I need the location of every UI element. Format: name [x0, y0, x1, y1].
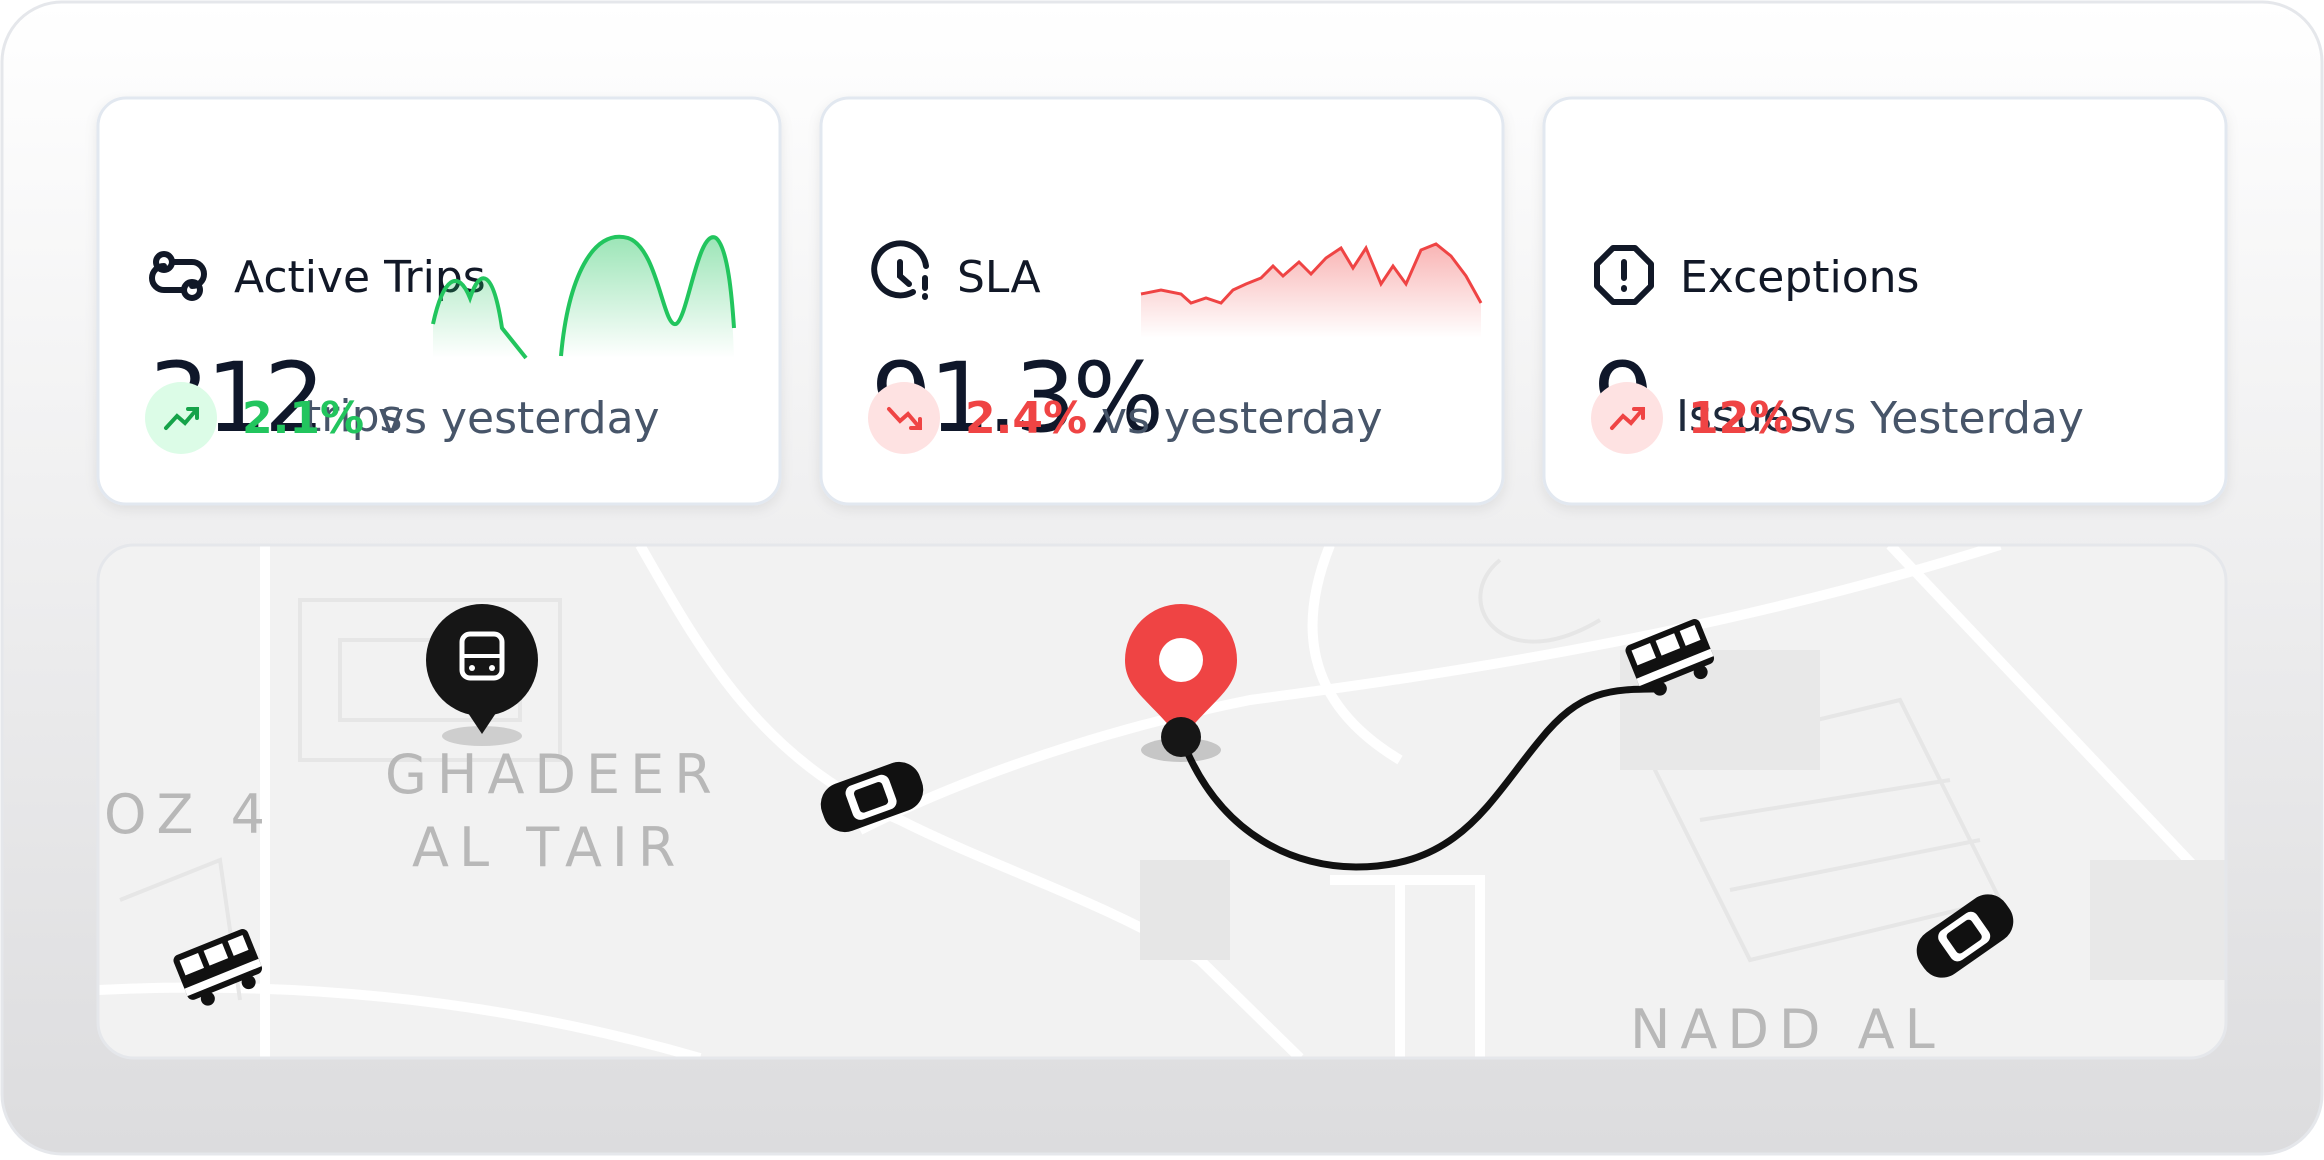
- bus: [1625, 619, 1715, 696]
- card-bg: [1542, 96, 2228, 506]
- card-unit: Issues: [1676, 391, 1813, 442]
- trend-icon: [164, 407, 199, 430]
- change-row: 12% vs Yesterday: [1688, 393, 2084, 444]
- change-row: 2.1% vs yesterday: [242, 393, 660, 444]
- trend-icon: [1610, 407, 1645, 430]
- comparison: vs yesterday: [1101, 393, 1383, 444]
- block: [2090, 860, 2226, 980]
- route-line: [1177, 685, 1664, 871]
- clock-icon: [871, 240, 929, 300]
- sparkline-area: [1141, 244, 1481, 338]
- map: OZ 4 GHADEER AL TAIR NADD AL: [96, 543, 2228, 1061]
- change-value: 2.1%: [242, 393, 364, 444]
- trend-icon: [887, 407, 922, 430]
- block: [1140, 860, 1230, 960]
- map-label: AL TAIR: [412, 816, 685, 879]
- change-row: 2.4% vs yesterday: [965, 393, 1383, 444]
- comparison: vs Yesterday: [1807, 393, 2084, 444]
- bus-stop-pin: [426, 604, 538, 746]
- car: [820, 761, 924, 833]
- destination-pin: [1125, 604, 1237, 762]
- card-sla: SLA 91.3% 2.4% vs yesterday: [819, 96, 1505, 506]
- change-value: 2.4%: [965, 393, 1087, 444]
- minor-roads: [119, 558, 2003, 1001]
- card-unit: trips: [304, 391, 402, 442]
- map-border: [96, 543, 2228, 1060]
- sparkline: [431, 234, 736, 360]
- map-label: GHADEER: [385, 743, 722, 806]
- map-label: OZ 4: [104, 783, 275, 846]
- change-value: 12%: [1688, 393, 1793, 444]
- roads: [98, 545, 2226, 1058]
- bus: [173, 929, 263, 1006]
- comparison: vs yesterday: [378, 393, 660, 444]
- car: [1916, 894, 2014, 978]
- card-title: SLA: [957, 252, 1041, 303]
- card-active-trips: Active Trips 312 trips 2.1% vs yesterday: [96, 96, 782, 506]
- route-icon: [149, 251, 207, 301]
- sparkline-area: [433, 236, 734, 358]
- card-exceptions: Exceptions 9 Issues 12%vs Yesterday: [1542, 96, 2228, 506]
- map-label: NADD AL: [1630, 998, 1945, 1061]
- sparkline: [1140, 242, 1483, 305]
- card-title: Exceptions: [1680, 252, 1919, 303]
- alert-icon: [1594, 245, 1654, 305]
